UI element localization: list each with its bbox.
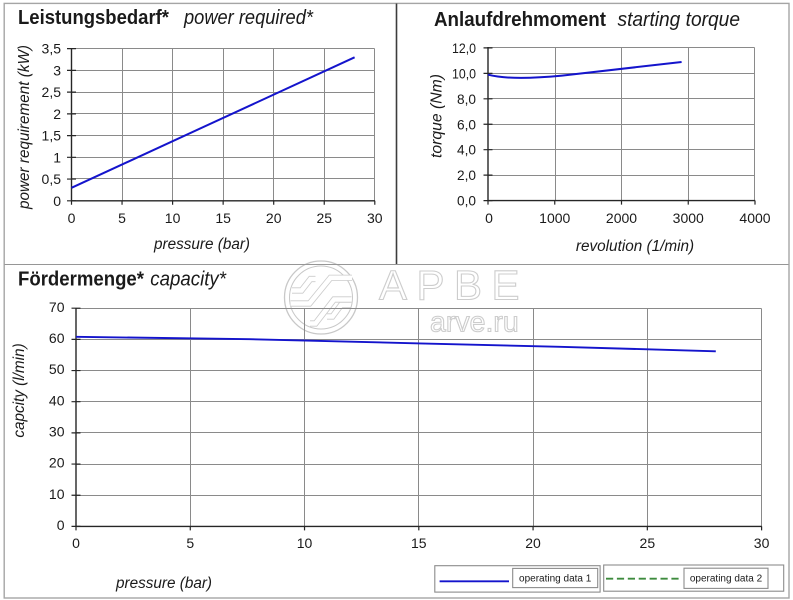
svg-text:25: 25	[640, 535, 656, 551]
svg-text:10: 10	[165, 210, 181, 226]
svg-text:0: 0	[57, 517, 65, 533]
svg-text:0,5: 0,5	[42, 171, 62, 187]
svg-text:1000: 1000	[539, 210, 570, 226]
svg-text:3,5: 3,5	[42, 41, 62, 57]
svg-text:4,0: 4,0	[457, 142, 476, 158]
svg-text:2000: 2000	[606, 210, 637, 226]
svg-text:operating data 2: operating data 2	[690, 573, 763, 584]
svg-text:operating data 1: operating data 1	[519, 573, 592, 584]
svg-text:4000: 4000	[739, 210, 770, 226]
svg-text:15: 15	[215, 210, 231, 226]
svg-text:revolution (1/min): revolution (1/min)	[576, 238, 694, 255]
svg-text:capacity*: capacity*	[150, 269, 227, 291]
svg-text:1,5: 1,5	[42, 128, 62, 144]
svg-text:20: 20	[266, 210, 282, 226]
svg-text:Leistungsbedarf*: Leistungsbedarf*	[18, 7, 169, 29]
svg-text:pressure (bar): pressure (bar)	[153, 236, 250, 253]
svg-text:2,5: 2,5	[42, 84, 62, 100]
svg-text:70: 70	[49, 299, 65, 315]
svg-text:6,0: 6,0	[457, 116, 476, 132]
svg-text:pressure (bar): pressure (bar)	[115, 575, 212, 592]
svg-text:capcity (l/min): capcity (l/min)	[11, 343, 28, 437]
svg-text:40: 40	[49, 392, 65, 408]
svg-text:0: 0	[72, 535, 80, 551]
svg-text:1: 1	[53, 149, 61, 165]
svg-text:5: 5	[118, 210, 126, 226]
svg-text:torque (Nm): torque (Nm)	[429, 74, 446, 158]
svg-text:10: 10	[297, 535, 313, 551]
svg-text:25: 25	[316, 210, 332, 226]
svg-text:0: 0	[68, 210, 76, 226]
svg-text:arve.ru: arve.ru	[430, 307, 519, 339]
svg-text:10: 10	[49, 486, 65, 502]
svg-text:12,0: 12,0	[452, 40, 476, 56]
svg-text:power requirement (kW): power requirement (kW)	[16, 45, 33, 210]
svg-text:60: 60	[49, 330, 65, 346]
svg-text:20: 20	[525, 535, 541, 551]
svg-text:3000: 3000	[673, 210, 704, 226]
svg-text:20: 20	[49, 455, 65, 471]
svg-text:0,0: 0,0	[457, 193, 476, 209]
svg-text:3: 3	[53, 62, 61, 78]
svg-text:2: 2	[53, 106, 61, 122]
svg-text:30: 30	[367, 210, 383, 226]
svg-text:Fördermenge*: Fördermenge*	[18, 269, 144, 291]
svg-text:8,0: 8,0	[457, 91, 476, 107]
svg-text:30: 30	[754, 535, 770, 551]
svg-text:АРВЕ: АРВЕ	[379, 261, 529, 308]
svg-text:50: 50	[49, 361, 65, 377]
svg-text:2,0: 2,0	[457, 167, 476, 183]
svg-text:power required*: power required*	[183, 7, 314, 29]
svg-text:30: 30	[49, 424, 65, 440]
svg-text:15: 15	[411, 535, 427, 551]
svg-text:0: 0	[485, 210, 493, 226]
svg-text:5: 5	[186, 535, 194, 551]
svg-text:0: 0	[53, 193, 61, 209]
svg-text:starting torque: starting torque	[618, 9, 741, 31]
svg-text:10,0: 10,0	[452, 65, 476, 81]
svg-text:Anlaufdrehmoment: Anlaufdrehmoment	[434, 9, 606, 31]
